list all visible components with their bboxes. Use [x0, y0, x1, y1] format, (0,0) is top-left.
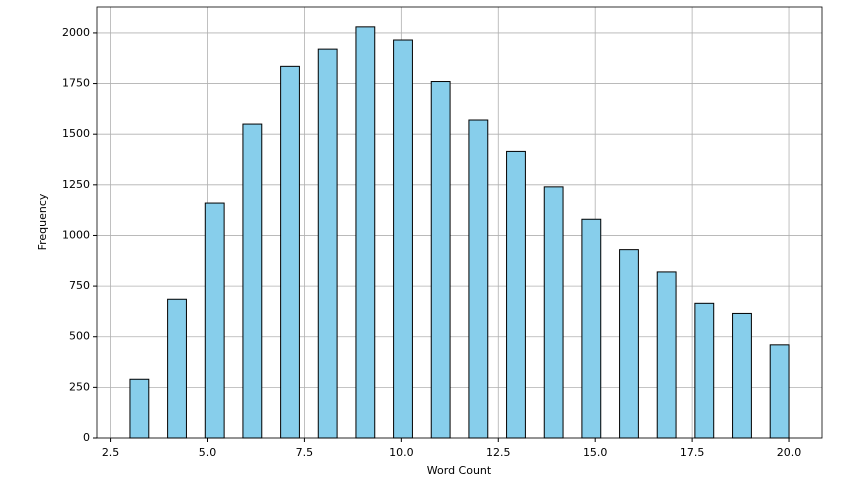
x-tick-label: 7.5 — [296, 446, 314, 459]
bar — [732, 312, 752, 439]
x-tick-label: 17.5 — [680, 446, 705, 459]
bar — [694, 302, 715, 439]
bar — [468, 119, 489, 439]
bar — [204, 202, 225, 439]
x-tick-label: 10.0 — [389, 446, 414, 459]
bar — [393, 39, 413, 439]
x-axis-label: Word Count — [427, 464, 492, 477]
y-tick-label: 1250 — [62, 178, 90, 191]
bar — [619, 249, 639, 439]
y-tick-label: 1000 — [62, 228, 90, 241]
y-tick-label: 250 — [69, 380, 90, 393]
y-tick-label: 750 — [69, 279, 90, 292]
y-tick-label: 500 — [69, 330, 90, 343]
bar — [280, 65, 300, 439]
y-axis-label: Frequency — [36, 193, 49, 250]
bar — [129, 378, 150, 439]
bar — [769, 344, 790, 439]
bar — [506, 150, 526, 439]
x-tick-label: 12.5 — [486, 446, 511, 459]
bar — [430, 81, 451, 439]
y-tick-label: 1750 — [62, 77, 90, 90]
bar — [581, 218, 602, 439]
x-tick-label: 2.5 — [102, 446, 120, 459]
plot-frame — [96, 6, 823, 439]
bar — [242, 123, 263, 439]
y-tick-label: 1500 — [62, 127, 90, 140]
x-tick-label: 20.0 — [777, 446, 802, 459]
bar — [656, 271, 677, 439]
y-tick-label: 0 — [83, 431, 90, 444]
x-tick-label: 5.0 — [199, 446, 217, 459]
bar — [355, 26, 376, 439]
x-tick-label: 15.0 — [583, 446, 608, 459]
bar — [317, 48, 338, 439]
bar — [167, 298, 187, 439]
bar — [543, 186, 564, 439]
y-tick-label: 2000 — [62, 26, 90, 39]
